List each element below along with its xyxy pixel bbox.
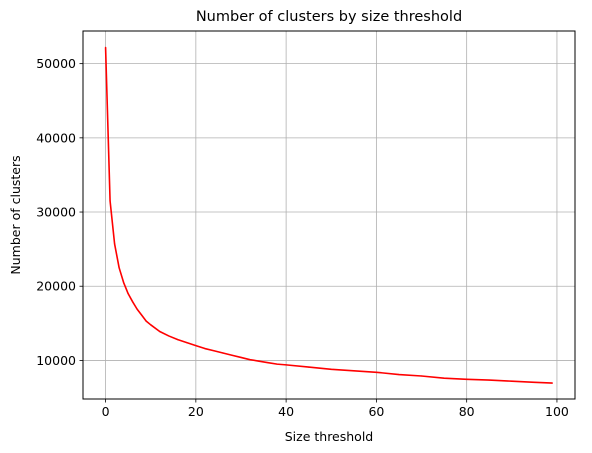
data-point <box>136 308 138 310</box>
data-point <box>551 382 554 384</box>
data-point <box>466 378 468 380</box>
y-tick-label: 10000 <box>36 353 76 368</box>
data-point <box>141 314 143 316</box>
data-point <box>231 354 233 356</box>
data-point <box>159 330 161 333</box>
y-tick-label: 40000 <box>36 130 76 145</box>
data-point <box>113 243 116 245</box>
series-layer <box>104 46 554 384</box>
grid <box>83 31 575 399</box>
data-point <box>127 293 129 295</box>
chart-title: Number of clusters by size threshold <box>196 9 462 25</box>
data-point <box>145 320 147 322</box>
data-point <box>177 339 179 341</box>
y-axis-label: Number of clusters <box>8 155 23 274</box>
data-point <box>150 324 152 326</box>
series-line <box>104 47 553 384</box>
data-point <box>249 359 251 361</box>
data-point <box>267 362 269 364</box>
data-point <box>222 352 224 354</box>
data-point <box>308 366 310 368</box>
x-axis-label: Size threshold <box>285 429 374 444</box>
data-point <box>398 373 400 376</box>
x-tick-label: 0 <box>102 404 110 419</box>
data-point <box>276 363 278 365</box>
data-point <box>240 356 242 359</box>
x-tick-label: 20 <box>188 404 204 419</box>
x-tick-label: 80 <box>459 404 475 419</box>
data-point <box>109 200 111 202</box>
data-point <box>488 379 490 381</box>
data-point <box>118 267 120 269</box>
data-point <box>353 370 355 372</box>
plot-frame <box>82 30 576 400</box>
data-point <box>258 360 260 362</box>
data-point <box>195 344 197 347</box>
x-tick-label: 100 <box>545 404 569 419</box>
x-tick-label: 60 <box>368 404 384 419</box>
ticks: 0 20 40 60 80 100 10000 20000 30000 40000 50000 <box>36 56 569 419</box>
data-point <box>104 46 107 48</box>
data-point <box>132 301 134 303</box>
data-point <box>186 342 188 344</box>
data-point <box>420 375 423 377</box>
y-tick-label: 20000 <box>36 279 76 294</box>
data-point <box>168 335 170 337</box>
data-point <box>285 364 287 366</box>
data-point <box>511 380 513 382</box>
data-point <box>375 371 377 373</box>
data-point <box>443 377 445 379</box>
data-point <box>204 347 206 350</box>
data-point <box>533 381 535 383</box>
data-point <box>123 281 125 284</box>
data-point <box>213 350 215 352</box>
data-point <box>330 368 332 370</box>
x-tick-label: 40 <box>278 404 294 419</box>
y-tick-label: 30000 <box>36 205 76 220</box>
y-tick-label: 50000 <box>36 56 76 71</box>
